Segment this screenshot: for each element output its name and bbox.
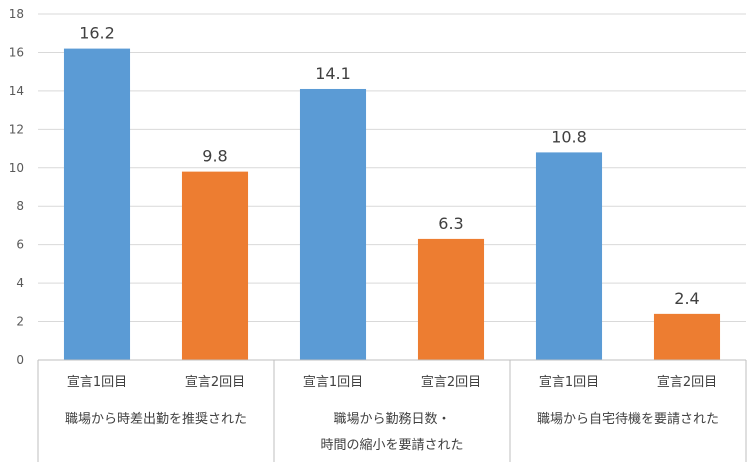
category-labels: 宣言1回目 宣言2回目 宣言1回目 宣言2回目 宣言1回目 宣言2回目 <box>67 374 717 390</box>
data-label: 10.8 <box>551 127 587 146</box>
bar <box>299 88 367 360</box>
bar <box>417 238 485 360</box>
group-label: 職場から時差出勤を推奨された <box>65 412 247 427</box>
y-tick-label: 16 <box>9 45 24 59</box>
category-label: 宣言2回目 <box>185 374 245 390</box>
data-label: 2.4 <box>674 289 699 308</box>
bar <box>181 171 249 360</box>
y-tick-label: 8 <box>16 199 24 213</box>
y-tick-label: 18 <box>9 7 24 21</box>
data-label: 9.8 <box>202 147 227 166</box>
group-label: 時間の縮小を要請された <box>320 437 463 453</box>
group-labels: 職場から時差出勤を推奨された 職場から勤務日数・時間の縮小を要請された 職場から自宅… <box>65 412 719 453</box>
group-label: 職場から自宅待機を要請された <box>537 412 719 427</box>
gridlines <box>38 13 746 323</box>
bar <box>653 313 721 360</box>
y-tick-label: 10 <box>9 161 24 175</box>
data-labels: 16.2 9.8 14.1 6.3 10.8 2.4 <box>79 24 700 308</box>
y-tick-label: 0 <box>16 353 24 367</box>
category-axis <box>37 359 747 462</box>
y-tick-label: 12 <box>9 122 24 136</box>
category-label: 宣言1回目 <box>303 374 363 390</box>
bar <box>535 152 603 360</box>
y-tick-label: 6 <box>16 238 24 252</box>
bar <box>63 48 131 360</box>
category-label: 宣言2回目 <box>421 374 481 390</box>
category-label: 宣言2回目 <box>657 374 717 390</box>
data-label: 14.1 <box>315 64 351 83</box>
y-tick-label: 14 <box>9 84 24 98</box>
data-label: 16.2 <box>79 24 115 43</box>
bars <box>63 48 721 360</box>
data-label: 6.3 <box>438 214 463 233</box>
y-axis-ticks: 0 2 4 6 8 10 12 14 16 18 <box>9 7 24 367</box>
y-tick-label: 4 <box>16 276 24 290</box>
category-label: 宣言1回目 <box>67 374 127 390</box>
category-label: 宣言1回目 <box>539 374 599 390</box>
y-tick-label: 2 <box>16 315 24 329</box>
group-label: 職場から勤務日数・ <box>333 412 450 427</box>
